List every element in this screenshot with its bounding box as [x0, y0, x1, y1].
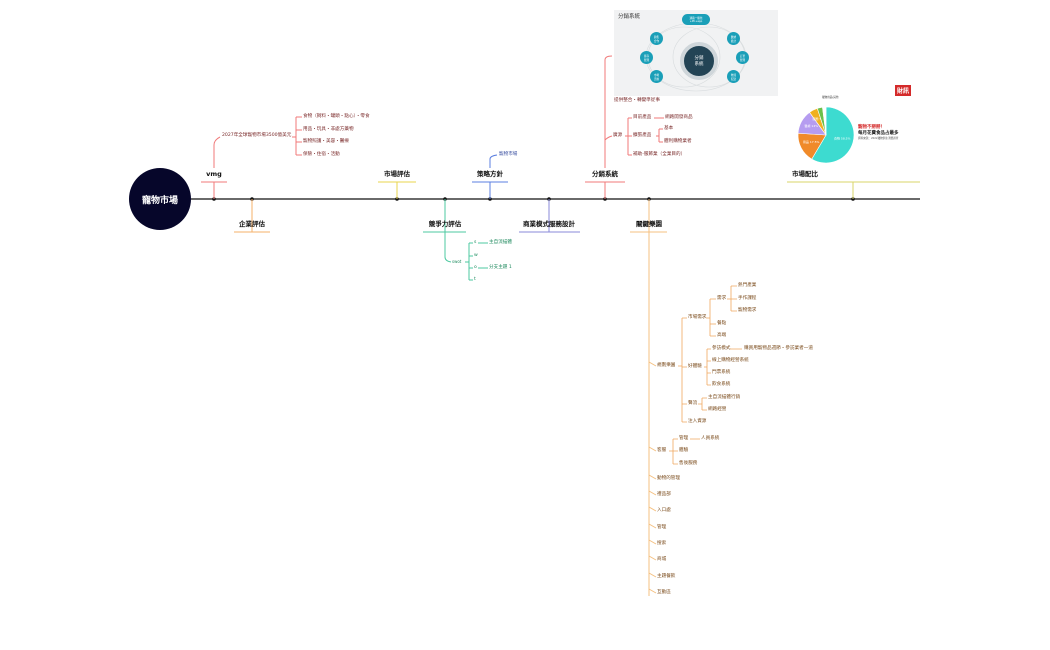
swot-t[interactable]: t: [474, 277, 476, 282]
manage-node[interactable]: 管理: [679, 436, 689, 441]
source-node[interactable]: 廣源: [613, 133, 623, 138]
invest-node[interactable]: 注入資源: [688, 419, 707, 424]
headline-red: 寵物不掰掰！: [858, 125, 885, 130]
planning-node[interactable]: 規劃樂園: [657, 363, 676, 368]
swot-s-child[interactable]: 主自流描體: [489, 240, 512, 245]
image-title: 分銷系統: [618, 14, 641, 20]
service-node[interactable]: 客服: [657, 448, 667, 453]
need-item[interactable]: 寵物需求: [738, 308, 757, 313]
expand-product[interactable]: 擴張產品: [633, 133, 652, 138]
current-product[interactable]: 目前產品: [633, 115, 652, 120]
vmg-child[interactable]: 2027年全球寵物市場3500億美元: [222, 133, 292, 138]
promo-node[interactable]: 聲流: [688, 401, 698, 406]
promo-item[interactable]: 網路經營: [708, 407, 727, 412]
topic-company-eval[interactable]: 企業評估: [239, 220, 265, 228]
need-item[interactable]: 熱門產業: [738, 283, 757, 288]
swot-o-child[interactable]: 分支主題 1: [489, 265, 512, 270]
expand-child[interactable]: 體利購物業者: [664, 139, 692, 144]
topic-distribution[interactable]: 分銷系統: [592, 170, 618, 178]
hub-circle: 分銷 系統: [680, 42, 718, 80]
topic-business-model[interactable]: 商業模式服務設計: [523, 220, 575, 228]
pie-label: 食物 58.5%: [834, 135, 851, 140]
pie-label: 用品 17.5%: [803, 140, 820, 144]
park-item[interactable]: 動物的管理: [657, 476, 680, 481]
experience-item[interactable]: 門票系統: [712, 370, 731, 375]
strategy-child[interactable]: 寵物市場: [499, 152, 518, 157]
market-ratio-image[interactable]: 財訊 寵物用品/其他 食物 58.5% 用品 17.5% 醫療 14% 服務 5% 寵…: [790, 84, 915, 166]
park-item[interactable]: 管理: [657, 525, 667, 530]
swot-w[interactable]: w: [474, 253, 478, 258]
service-item[interactable]: 體驗: [679, 448, 689, 453]
park-item[interactable]: 主題餐飲: [657, 574, 676, 579]
swot-o[interactable]: o: [474, 265, 477, 270]
current-product-child[interactable]: 網路開發商品: [665, 115, 693, 120]
topic-vmg[interactable]: vmg: [206, 170, 222, 178]
vmg-item[interactable]: 用品・玩具・非處方藥物: [303, 127, 354, 132]
pie-note: 寵物用品/其他: [822, 96, 839, 99]
pie-label: 醫療 14%: [804, 123, 818, 128]
promo-item[interactable]: 主自流描體行銷: [708, 395, 741, 400]
vmg-item[interactable]: 寵物照護・美容・醫療: [303, 139, 349, 144]
root-label: 寵物市場: [141, 195, 178, 206]
bubble: 數據 統計: [727, 32, 740, 45]
park-item[interactable]: 互動區: [657, 590, 671, 595]
experience-node[interactable]: 好體驗: [688, 364, 702, 369]
service-item[interactable]: 售後服務: [679, 461, 698, 466]
bubble: 物流 配送: [727, 70, 740, 83]
demand-item[interactable]: 高端: [717, 333, 727, 338]
demand-item[interactable]: 餐點: [717, 321, 727, 326]
need-item[interactable]: 手作課程: [738, 296, 757, 301]
vmg-item[interactable]: 保險・住宿・活動: [303, 152, 340, 157]
park-item[interactable]: 禮品部: [657, 492, 671, 497]
topic-strategy[interactable]: 策略方針: [477, 170, 503, 178]
distribution-note[interactable]: 提供整合・轉變準從事: [614, 98, 660, 103]
source-text: 資料來源：2022寵物飼主消費調查: [858, 137, 899, 140]
pie-label: 服務 5%: [813, 116, 825, 121]
park-item[interactable]: 入口處: [657, 508, 671, 513]
need-node[interactable]: 需求: [717, 296, 727, 301]
topic-market-ratio[interactable]: 市場配比: [792, 170, 818, 178]
pie-slice-5: [822, 106, 827, 136]
pie-chart: 食物 58.5% 用品 17.5% 醫療 14% 服務 5%: [797, 106, 855, 164]
expand-child[interactable]: 基本: [664, 126, 674, 131]
aid-node[interactable]: 補助-服飾業（全業目的）: [633, 152, 686, 157]
swot-s[interactable]: s: [474, 240, 477, 245]
root-node[interactable]: 寵物市場: [129, 168, 191, 230]
manage-child[interactable]: 人員系統: [701, 436, 720, 441]
bubble: 訂單 管理: [736, 51, 749, 64]
experience-item[interactable]: 飲食系統: [712, 382, 731, 387]
logo-badge: 財訊: [894, 85, 911, 96]
visit-child[interactable]: 購買用寵物品週節・參訪業者一道: [744, 346, 813, 351]
topic-competition[interactable]: 競爭力評估: [428, 220, 462, 228]
bubble: 市場 活動: [650, 70, 663, 83]
headline: 每月花費食品占最多: [858, 131, 899, 136]
bubble: 庫存 管理: [640, 51, 653, 64]
experience-item[interactable]: 線上購物經營系統: [712, 358, 749, 363]
top-bubble: 通路一體化 +PC+app: [682, 14, 710, 25]
topic-market-eval[interactable]: 市場評估: [384, 170, 410, 178]
park-item[interactable]: 商城: [657, 557, 667, 562]
vmg-item[interactable]: 食物（飼料・罐頭・點心）・零食: [303, 114, 370, 119]
topic-park[interactable]: 關鍵樂園: [636, 220, 662, 228]
pie-slice-0: [811, 106, 855, 164]
demand-node[interactable]: 市場需求: [688, 315, 707, 320]
visit-node[interactable]: 參訪模式: [712, 346, 731, 351]
park-item[interactable]: 搜索: [657, 541, 667, 546]
distribution-system-image[interactable]: 分銷系統 通路一體化 +PC+app 分銷 系統 銷售 合作 庫存 管理 市場 活動 數據…: [614, 10, 778, 96]
bubble: 銷售 合作: [650, 32, 663, 45]
swot-node[interactable]: swot: [452, 259, 462, 264]
